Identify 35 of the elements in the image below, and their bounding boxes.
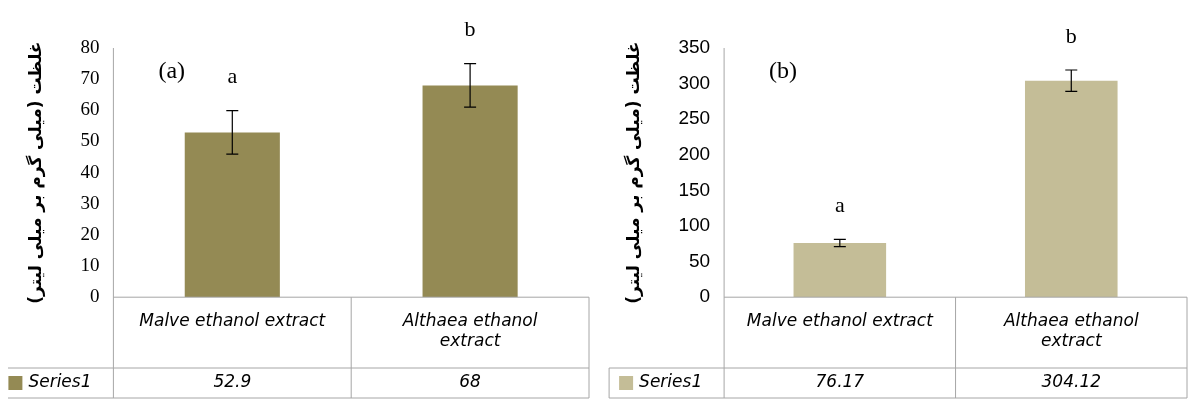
x-tick-label: Althaea ethanol extract xyxy=(1002,309,1139,351)
annotation: (a) xyxy=(158,57,186,84)
data-label: 304.12 xyxy=(1041,371,1102,392)
y-axis-title: غلظت (میلی گرم بر میلی لیتر) xyxy=(622,41,644,304)
y-tick-label: 50 xyxy=(80,129,100,151)
y-tick-label: 150 xyxy=(678,178,711,200)
data-label: 52.9 xyxy=(213,371,252,392)
y-tick-label: 80 xyxy=(80,35,100,57)
y-tick-label: 200 xyxy=(678,143,711,165)
x-tick-label: Althaea ethanol extract xyxy=(401,309,538,351)
legend-label: Series1 xyxy=(639,371,703,392)
annotation: a xyxy=(834,192,845,218)
data-label: 76.17 xyxy=(815,371,865,392)
y-tick-label: 0 xyxy=(89,285,100,307)
annotation: b xyxy=(1065,22,1077,48)
y-tick-label: 40 xyxy=(80,160,100,182)
annotation: (b) xyxy=(769,57,798,84)
text: b xyxy=(464,16,476,42)
y-tick-label: 50 xyxy=(688,249,711,271)
x-tick-label: Malve ethanol extract xyxy=(139,309,327,330)
annotation: a xyxy=(227,63,238,89)
y-tick-label: 300 xyxy=(678,71,711,93)
y-tick-label: 70 xyxy=(80,67,100,89)
y-axis-title: غلظت (میلی گرم بر میلی لیتر) xyxy=(24,41,46,304)
y-tick-label: 10 xyxy=(80,254,100,276)
y-tick-label: 0 xyxy=(699,285,711,307)
data-label: 68 xyxy=(459,371,482,392)
legend-label: Series1 xyxy=(28,371,92,392)
y-tick-label: 30 xyxy=(80,191,100,213)
y-tick-label: 60 xyxy=(80,98,100,120)
y-tick-label: 250 xyxy=(678,107,711,129)
y-tick-label: 20 xyxy=(80,222,100,244)
x-tick-label: Malve ethanol extract xyxy=(746,309,935,330)
y-tick-label: 100 xyxy=(678,214,711,236)
y-tick-label: 350 xyxy=(678,36,711,58)
